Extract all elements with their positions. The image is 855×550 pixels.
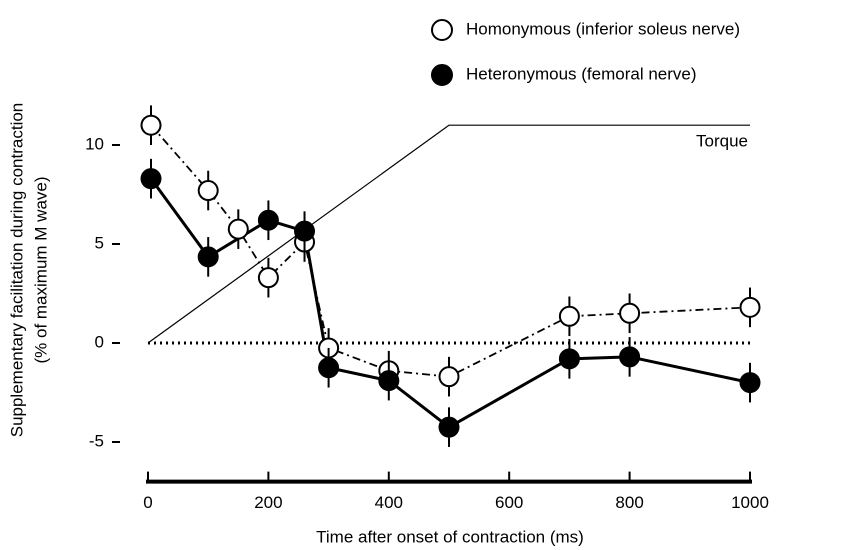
x-tick-label: 800 — [615, 493, 643, 512]
data-point — [197, 180, 219, 202]
data-point — [438, 416, 460, 438]
x-tick-label: 600 — [495, 493, 523, 512]
data-point — [739, 296, 761, 318]
y-tick-label: 5 — [95, 233, 104, 252]
data-point — [227, 218, 249, 240]
data-point — [197, 246, 219, 268]
x-axis-label: Time after onset of contraction (ms) — [316, 527, 584, 546]
data-point — [257, 267, 279, 289]
data-point — [558, 348, 580, 370]
legend-label: Homonymous (inferior soleus nerve) — [466, 19, 740, 38]
torque-line — [147, 124, 750, 344]
data-point — [140, 168, 162, 190]
y-tick-label: -5 — [89, 431, 104, 450]
data-point — [438, 366, 460, 388]
y-axis-label: Supplementary facilitation during contra… — [7, 103, 26, 438]
torque-label: Torque — [696, 132, 748, 151]
data-point — [257, 209, 279, 231]
legend-label: Heteronymous (femoral nerve) — [466, 64, 697, 83]
x-tick-label: 1000 — [731, 493, 769, 512]
data-point — [619, 346, 641, 368]
x-tick-label: 0 — [143, 493, 152, 512]
y-axis-label: (% of maximum M wave) — [31, 176, 50, 363]
x-tick-label: 200 — [254, 493, 282, 512]
legend-marker — [431, 64, 453, 86]
data-point — [140, 114, 162, 136]
y-tick-label: 0 — [95, 332, 104, 351]
series-line — [149, 177, 751, 429]
data-point — [318, 357, 340, 379]
data-point — [558, 305, 580, 327]
y-tick-label: 10 — [85, 134, 104, 153]
data-point — [378, 370, 400, 392]
data-point — [739, 372, 761, 394]
data-point — [294, 220, 316, 242]
series-line — [150, 124, 751, 378]
data-point — [619, 302, 641, 324]
x-tick-label: 400 — [375, 493, 403, 512]
legend-marker — [431, 19, 453, 41]
